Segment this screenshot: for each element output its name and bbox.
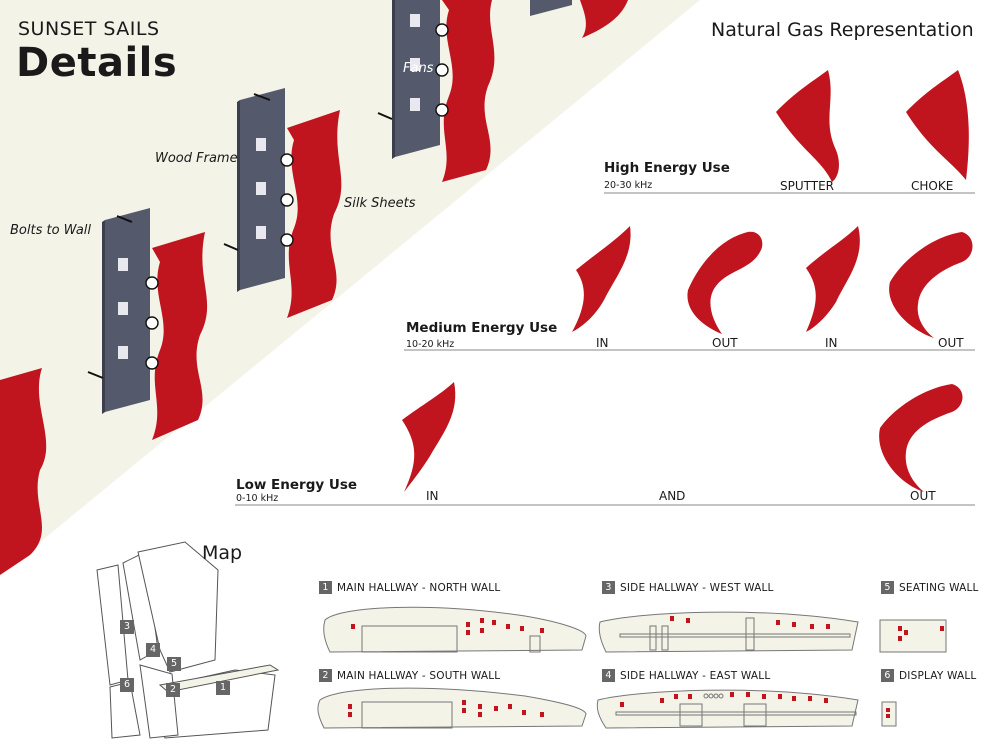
wall-label-3: 3 SIDE HALLWAY - WEST WALL: [602, 581, 774, 594]
gas-flame-med-out-2: [889, 232, 973, 338]
map-marker-1: 1: [216, 681, 230, 695]
label-wood-frame: Wood Frame: [155, 151, 238, 166]
label-silk-sheets: Silk Sheets: [344, 196, 416, 211]
high-energy-range: 20-30 kHz: [604, 180, 653, 191]
map-marker-6: 6: [120, 678, 134, 692]
map-marker-3: 3: [120, 620, 134, 634]
map-marker-5: 5: [167, 657, 181, 671]
floor-plan: [96, 541, 280, 739]
gas-flame-low-in: [402, 382, 456, 492]
caption-low-and: AND: [659, 489, 686, 503]
wall-label-1: 1 MAIN HALLWAY - NORTH WALL: [319, 581, 500, 594]
map-marker-2: 2: [166, 683, 180, 697]
gas-flame-choke: [906, 70, 969, 180]
label-fans: Fans: [403, 61, 434, 76]
wall-label-2: 2 MAIN HALLWAY - SOUTH WALL: [319, 669, 500, 682]
caption-med-out-2: OUT: [938, 336, 964, 350]
gas-flame-sputter: [776, 70, 839, 182]
caption-med-out-1: OUT: [712, 336, 738, 350]
medium-energy-range: 10-20 kHz: [406, 339, 455, 350]
diagonal-band: [0, 0, 700, 575]
wall-elevation-3: [598, 611, 859, 653]
project-title: SUNSET SAILS: [18, 18, 160, 40]
sail-assembly-bolts: [87, 208, 208, 440]
wall-label-6: 6 DISPLAY WALL: [881, 669, 976, 682]
map-title: Map: [202, 542, 243, 564]
label-bolts: Bolts to Wall: [10, 223, 92, 238]
wall-elevation-4: [596, 689, 859, 729]
wall-elevation-6: [881, 701, 897, 727]
sail-assembly-frame: [223, 88, 342, 318]
low-energy-title: Low Energy Use: [236, 477, 358, 493]
caption-med-in-2: IN: [825, 336, 838, 350]
page-title: Details: [16, 40, 178, 86]
gas-flame-low-out: [879, 384, 963, 492]
caption-choke: CHOKE: [911, 179, 954, 193]
map-marker-4: 4: [146, 643, 160, 657]
gas-flame-med-in-1: [572, 226, 631, 332]
sail-assembly-fans: [377, 0, 495, 182]
sail-assembly-edge: [0, 368, 47, 575]
caption-low-out: OUT: [910, 489, 936, 503]
wall-elevation-5: [879, 619, 947, 653]
gas-section-title: Natural Gas Representation: [711, 19, 974, 41]
wall-label-5: 5 SEATING WALL: [881, 581, 979, 594]
caption-med-in-1: IN: [596, 336, 609, 350]
wall-label-4: 4 SIDE HALLWAY - EAST WALL: [602, 669, 770, 682]
gas-flame-med-out-1: [687, 231, 763, 334]
sail-assembly-top: [530, 0, 628, 38]
high-energy-title: High Energy Use: [604, 160, 730, 176]
wall-elevation-1: [323, 606, 587, 653]
wall-elevation-2: [317, 687, 587, 729]
caption-sputter: SPUTTER: [780, 179, 835, 193]
gas-flame-med-in-2: [806, 226, 860, 332]
caption-low-in: IN: [426, 489, 439, 503]
low-energy-range: 0-10 kHz: [236, 493, 279, 504]
medium-energy-title: Medium Energy Use: [406, 320, 558, 336]
